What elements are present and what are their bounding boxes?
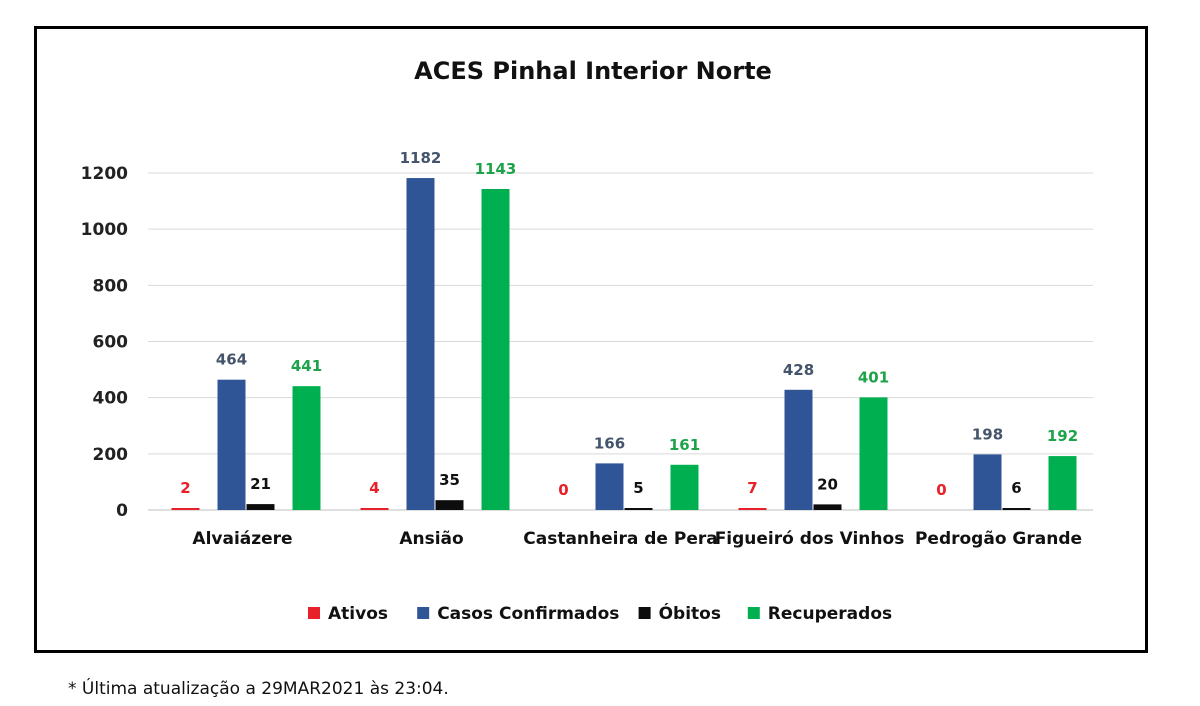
bar [738, 508, 767, 510]
y-tick-label: 1200 [81, 164, 128, 184]
category-label: Figueiró dos Vinhos [715, 529, 905, 549]
legend-item: Recuperados [747, 604, 892, 624]
bar [595, 463, 624, 510]
data-label: 0 [936, 481, 946, 499]
category-label: Ansião [399, 529, 463, 549]
bar [813, 504, 842, 510]
y-axis-ticks: 0 200 400 600 800 1000 1200 [81, 164, 128, 521]
bar [670, 464, 699, 510]
data-label: 1143 [475, 160, 517, 178]
chart-frame [34, 26, 1148, 653]
data-label: 464 [216, 351, 247, 369]
legend-swatch [417, 607, 430, 619]
legend-label: Óbitos [659, 602, 721, 624]
data-label: 7 [747, 479, 757, 497]
bar [217, 379, 246, 510]
category-label: Alvaiázere [192, 529, 292, 549]
y-tick-label: 600 [93, 333, 129, 353]
category-label: Pedrogão Grande [915, 529, 1082, 549]
data-label: 192 [1047, 427, 1078, 445]
bar [360, 508, 389, 510]
legend-item: Ativos [308, 604, 388, 624]
bar [624, 508, 653, 510]
bars [171, 178, 1077, 510]
y-tick-label: 200 [93, 445, 129, 465]
legend-label: Recuperados [768, 604, 892, 624]
data-label: 161 [669, 436, 700, 454]
bar [406, 178, 435, 510]
data-label: 4 [369, 479, 379, 497]
data-label: 5 [633, 479, 643, 497]
legend-swatch [747, 607, 760, 619]
data-label: 198 [972, 425, 1003, 443]
data-label: 6 [1011, 479, 1021, 497]
bar [859, 397, 888, 510]
data-label: 2 [180, 479, 190, 497]
legend-item: Óbitos [638, 602, 721, 624]
bar [1048, 456, 1077, 510]
data-label: 441 [291, 357, 322, 375]
y-tick-label: 400 [93, 389, 129, 409]
bar [292, 386, 321, 510]
legend: Ativos Casos Confirmados Óbitos Recuperados [308, 602, 892, 624]
y-tick-label: 800 [93, 276, 129, 296]
chart-title: ACES Pinhal Interior Norte [414, 57, 772, 85]
bar [481, 189, 510, 510]
data-label: 20 [817, 475, 838, 493]
bar [171, 508, 200, 510]
data-label: 428 [783, 361, 814, 379]
legend-item: Casos Confirmados [417, 604, 619, 624]
y-tick-label: 0 [116, 501, 128, 521]
data-label: 35 [439, 471, 460, 489]
legend-swatch [638, 607, 651, 619]
legend-label: Casos Confirmados [437, 604, 619, 624]
bar [784, 389, 813, 510]
data-label: 401 [858, 368, 889, 386]
data-label: 166 [594, 434, 625, 452]
data-label: 21 [250, 475, 271, 493]
bar [435, 500, 464, 510]
data-label: 1182 [400, 149, 442, 167]
legend-label: Ativos [328, 604, 388, 624]
data-labels: 2 464 21 441 4 1182 35 1143 0 166 5 161 7 428 20 401 0 19… [180, 149, 1078, 499]
gridlines [148, 172, 1093, 511]
data-label: 0 [558, 481, 568, 499]
bar [1002, 508, 1031, 510]
footnote: * Última atualização a 29MAR2021 às 23:0… [68, 679, 449, 699]
category-labels: Alvaiázere Ansião Castanheira de PeraFigue… [192, 529, 1082, 549]
bar [246, 504, 275, 510]
category-label: Castanheira de Pera [523, 529, 717, 549]
y-tick-label: 1000 [81, 220, 128, 240]
legend-swatch [308, 607, 320, 619]
bar [973, 454, 1002, 510]
